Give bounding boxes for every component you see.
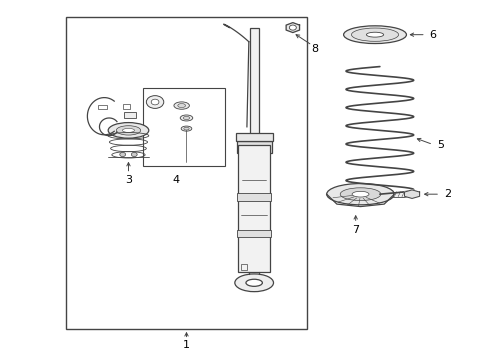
Text: 4: 4: [172, 175, 179, 185]
Ellipse shape: [343, 26, 406, 44]
Circle shape: [131, 152, 137, 157]
Circle shape: [289, 25, 296, 30]
Ellipse shape: [351, 192, 368, 197]
Text: 2: 2: [443, 189, 450, 199]
Ellipse shape: [122, 129, 134, 132]
Bar: [98, 105, 107, 109]
Text: 1: 1: [183, 340, 190, 350]
Bar: [238, 145, 269, 272]
Circle shape: [151, 99, 159, 105]
Ellipse shape: [108, 123, 148, 138]
Ellipse shape: [178, 104, 185, 108]
Bar: [235, 133, 272, 141]
Ellipse shape: [174, 102, 189, 109]
Text: 5: 5: [436, 140, 443, 149]
Text: 7: 7: [351, 225, 359, 235]
Text: 3: 3: [125, 175, 132, 185]
Ellipse shape: [245, 279, 262, 286]
Ellipse shape: [351, 28, 398, 41]
Text: 6: 6: [428, 30, 436, 40]
Ellipse shape: [366, 32, 383, 37]
Bar: [241, 264, 246, 270]
Circle shape: [120, 152, 125, 157]
Ellipse shape: [181, 126, 191, 131]
Bar: [236, 141, 271, 153]
Bar: [392, 192, 411, 197]
Text: 8: 8: [310, 44, 318, 54]
Bar: [249, 28, 258, 152]
Bar: [142, 88, 224, 166]
Ellipse shape: [326, 184, 393, 205]
Circle shape: [146, 96, 163, 108]
Polygon shape: [404, 190, 419, 198]
Ellipse shape: [234, 274, 273, 292]
Bar: [237, 193, 271, 201]
Bar: [122, 104, 130, 109]
Ellipse shape: [340, 188, 380, 201]
Ellipse shape: [183, 127, 189, 130]
Bar: [237, 230, 271, 237]
Bar: [123, 112, 136, 118]
Bar: [65, 17, 307, 329]
Ellipse shape: [116, 126, 141, 135]
Ellipse shape: [183, 116, 189, 120]
Ellipse shape: [180, 115, 192, 121]
Polygon shape: [285, 23, 299, 32]
